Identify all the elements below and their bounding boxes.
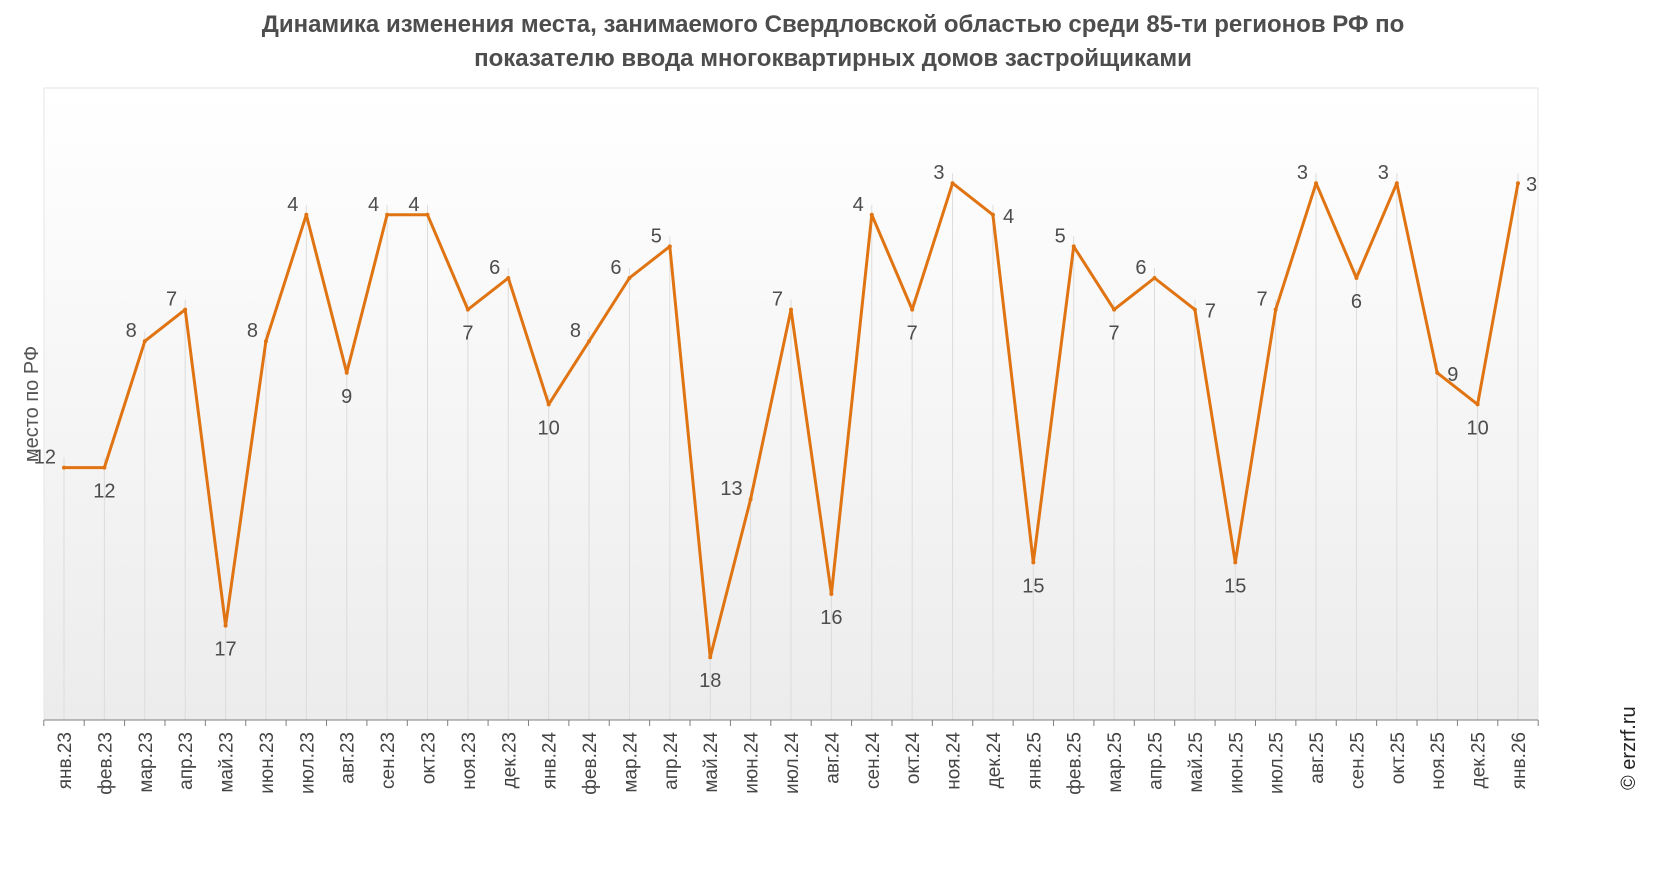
chart-title-line-2: показателю ввода многоквартирных домов з…: [474, 45, 1192, 72]
x-tick-label: дек.23: [499, 732, 520, 788]
data-label: 4: [287, 194, 298, 216]
data-label: 12: [93, 481, 115, 503]
data-label: 7: [166, 289, 177, 311]
x-tick-label: ноя.25: [1428, 732, 1449, 790]
data-label: 9: [1447, 364, 1458, 386]
x-tick-label: дек.25: [1469, 732, 1490, 788]
chart-title: Динамика изменения места, занимаемого Св…: [0, 8, 1666, 76]
x-tick-label: май.25: [1186, 732, 1207, 793]
data-label: 4: [1003, 206, 1014, 228]
x-tick-label: авг.23: [338, 732, 359, 784]
x-tick-label: окт.23: [419, 732, 440, 784]
x-tick-label: мар.25: [1105, 732, 1126, 793]
data-label: 5: [651, 225, 662, 247]
x-tick-label: июн.25: [1226, 732, 1247, 794]
x-tick-label: май.23: [217, 732, 238, 793]
data-label: 10: [1466, 417, 1488, 439]
data-label: 17: [214, 639, 236, 661]
x-tick-label: фев.25: [1065, 732, 1086, 795]
data-label: 4: [853, 194, 864, 216]
x-tick-label: ноя.24: [944, 732, 965, 790]
x-tick-label: авг.25: [1307, 732, 1328, 784]
x-tick-label: янв.24: [540, 732, 561, 790]
data-label: 9: [341, 386, 352, 408]
data-label: 7: [1205, 301, 1216, 323]
x-tick-label: окт.24: [903, 732, 924, 785]
data-label: 3: [1526, 174, 1537, 196]
data-label: 8: [126, 320, 137, 342]
data-label: 8: [570, 320, 581, 342]
data-label: 15: [1022, 575, 1044, 597]
data-label: 6: [489, 257, 500, 279]
data-label: 18: [699, 670, 721, 692]
data-label: 10: [538, 417, 560, 439]
x-tick-label: апр.24: [661, 732, 682, 790]
x-tick-label: янв.25: [1024, 732, 1045, 789]
data-label: 5: [1055, 225, 1066, 247]
data-label: 7: [907, 323, 918, 345]
x-tick-label: июл.25: [1267, 732, 1288, 794]
x-tick-label: фев.23: [95, 732, 116, 795]
x-tick-label: сен.23: [378, 732, 399, 789]
data-label: 6: [1135, 257, 1146, 279]
x-tick-label: июн.23: [257, 732, 278, 794]
x-tick-label: июл.24: [782, 732, 803, 794]
data-label: 4: [368, 194, 379, 216]
data-label: 7: [1257, 289, 1268, 311]
data-label: 3: [933, 162, 944, 184]
data-label: 15: [1224, 575, 1246, 597]
data-label: 3: [1378, 162, 1389, 184]
y-axis-label: место по РФ: [21, 346, 43, 462]
data-label: 8: [247, 320, 258, 342]
x-tick-label: сен.24: [863, 732, 884, 789]
data-label: 6: [610, 257, 621, 279]
x-tick-label: июн.24: [742, 732, 763, 794]
series-line: [64, 181, 1520, 659]
x-tick-label: янв.26: [1509, 732, 1530, 789]
data-label: 16: [820, 607, 842, 629]
x-tick-label: авг.24: [822, 732, 843, 784]
x-tick-label: дек.24: [984, 732, 1005, 789]
x-tick-label: апр.23: [176, 732, 197, 790]
data-label: 7: [772, 289, 783, 311]
data-label: 7: [1109, 323, 1120, 345]
x-tick-label: мар.24: [620, 732, 641, 793]
data-label: 12: [34, 447, 56, 469]
x-tick-label: мар.23: [136, 732, 157, 793]
x-tick-label: апр.25: [1146, 732, 1167, 790]
x-tick-label: окт.25: [1388, 732, 1409, 784]
data-label: 6: [1351, 291, 1362, 313]
watermark: © erzrf.ru: [1618, 706, 1640, 790]
x-tick-label: май.24: [701, 732, 722, 793]
data-label: 3: [1297, 162, 1308, 184]
data-label: 13: [720, 478, 742, 500]
x-tick-label: сен.25: [1347, 732, 1368, 789]
data-label: 7: [462, 323, 473, 345]
chart-title-line-1: Динамика изменения места, занимаемого Св…: [261, 11, 1405, 38]
x-tick-label: ноя.23: [459, 732, 480, 790]
data-label: 4: [408, 194, 419, 216]
x-tick-label: июл.23: [297, 732, 318, 794]
x-tick-label: фев.24: [580, 732, 601, 795]
x-tick-label: янв.23: [55, 732, 76, 789]
